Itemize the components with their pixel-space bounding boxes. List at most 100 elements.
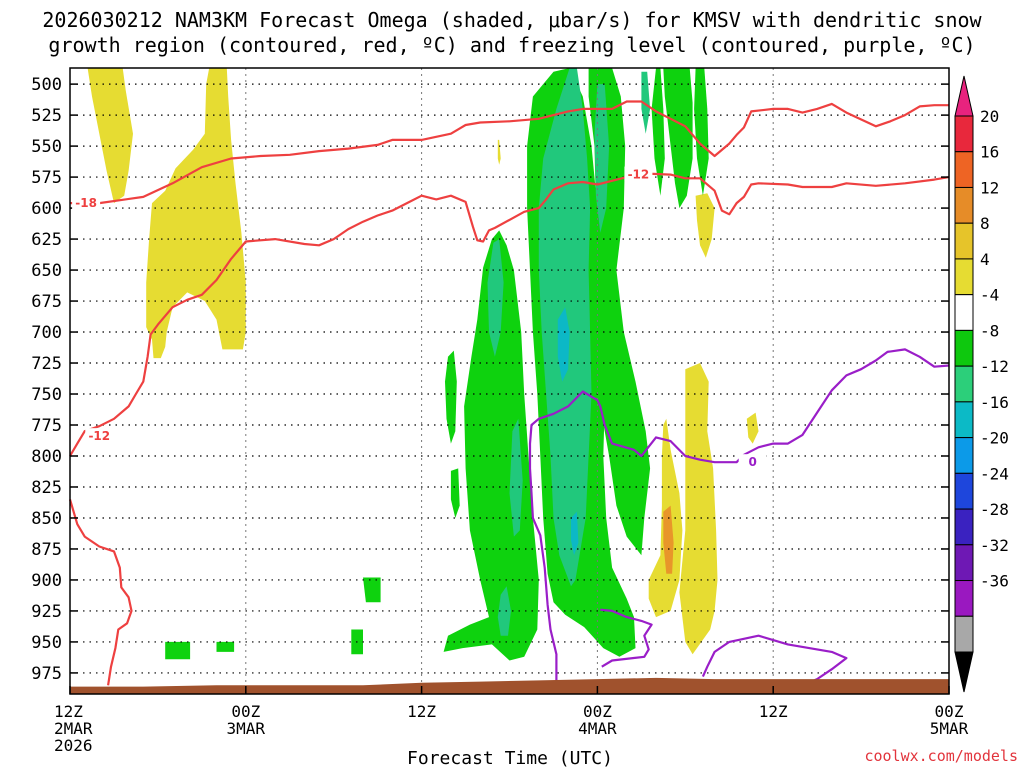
y-tick-label-800: 800 xyxy=(31,447,62,467)
contour-label-bg-1 xyxy=(85,428,114,443)
dendritic-low-level-contour xyxy=(68,499,133,686)
y-tick-label-825: 825 xyxy=(31,478,62,498)
omega-region-yellow xyxy=(746,412,759,444)
contour-lines xyxy=(68,100,950,694)
contour-labels: -18 -12 -12 0 xyxy=(72,166,767,469)
omega-region-teal xyxy=(509,418,523,537)
omega-region-green xyxy=(165,641,191,660)
omega-shading xyxy=(87,68,759,661)
y-tick-label-775: 775 xyxy=(31,416,62,436)
omega-region-green xyxy=(443,230,539,661)
colorbar-label-4: 4 xyxy=(980,250,990,269)
omega-region-green xyxy=(363,577,381,603)
omega-region-green xyxy=(216,641,235,652)
ground-terrain xyxy=(70,677,949,694)
x-tick-label-60-1: 00Z xyxy=(935,702,964,721)
contour-label-bg-2 xyxy=(624,166,653,181)
colorbar-label-6: -8 xyxy=(980,321,999,340)
colorbar-top-arrow xyxy=(954,75,974,117)
omega-region-green xyxy=(694,68,709,196)
omega-region-teal xyxy=(487,239,504,357)
omega-region-yellow xyxy=(695,193,715,258)
omega-region-green xyxy=(663,68,693,209)
y-tick-label-900: 900 xyxy=(31,571,62,591)
dendritic-lower-contour xyxy=(69,172,950,457)
colorbar-segment-0 xyxy=(954,115,974,153)
y-tick-label-525: 525 xyxy=(31,106,62,126)
contour-label-3: 0 xyxy=(749,455,757,469)
colorbar-label-12: -32 xyxy=(980,536,1009,555)
x-tick-label-12-1: 00Z xyxy=(231,702,260,721)
colorbar-segment-1 xyxy=(954,151,974,188)
omega-region-yellow xyxy=(679,363,718,655)
omega-region-green xyxy=(450,468,460,518)
omega-region-yellow xyxy=(87,68,133,204)
contour-label-bg-3 xyxy=(738,454,767,469)
omega-region-green xyxy=(445,350,457,444)
x-tick-label-0-2: 2MAR xyxy=(54,719,93,738)
colorbar-segment-11 xyxy=(954,508,974,546)
contour-label-1: -12 xyxy=(88,429,110,443)
x-tick-label-60-2: 5MAR xyxy=(930,719,969,738)
omega-region-yellow xyxy=(146,68,246,359)
x-tick-label-36-2: 4MAR xyxy=(578,719,617,738)
y-tick-label-700: 700 xyxy=(31,323,62,343)
dendritic-upper-contour xyxy=(70,100,949,205)
x-axis-label: Forecast Time (UTC) xyxy=(407,748,613,768)
y-tick-label-650: 650 xyxy=(31,261,62,281)
colorbar-label-13: -36 xyxy=(980,572,1009,591)
y-tick-label-975: 975 xyxy=(31,664,62,684)
colorbar-label-8: -16 xyxy=(980,393,1009,412)
colorbar-segment-3 xyxy=(954,222,974,260)
x-tick-label-0-3: 2026 xyxy=(54,736,93,755)
y-tick-label-850: 850 xyxy=(31,509,62,529)
x-tick-label-36-1: 00Z xyxy=(583,702,612,721)
colorbar-segment-14 xyxy=(954,615,974,653)
contour-label-0: -18 xyxy=(75,196,97,210)
plot-frame xyxy=(69,67,950,695)
ground-surface xyxy=(70,677,949,694)
contour-label-2: -12 xyxy=(628,168,650,182)
colorbar-segment-9 xyxy=(954,437,974,474)
omega-region-blue xyxy=(571,511,579,556)
colorbar-label-3: 8 xyxy=(980,214,990,233)
y-tick-label-750: 750 xyxy=(31,385,62,405)
y-tick-label-625: 625 xyxy=(31,230,62,250)
y-tick-label-600: 600 xyxy=(31,199,62,219)
colorbar-segment-8 xyxy=(954,401,974,439)
y-tick-label-875: 875 xyxy=(31,540,62,560)
colorbar-label-0: 20 xyxy=(980,107,999,126)
y-tick-label-550: 550 xyxy=(31,137,62,157)
omega-region-green xyxy=(651,68,665,196)
y-tick-label-575: 575 xyxy=(31,168,62,188)
chart-title-line1: 2026030212 NAM3KM Forecast Omega (shaded… xyxy=(42,8,982,32)
omega-region-orange xyxy=(663,505,674,574)
omega-region-teal xyxy=(641,71,651,134)
freezing-level-contour xyxy=(528,348,950,694)
omega-region-teal xyxy=(497,586,511,636)
omega-region-blue xyxy=(557,307,570,382)
colorbar-label-2: 12 xyxy=(980,178,999,197)
y-tick-label-500: 500 xyxy=(31,75,62,95)
colorbar-label-5: -4 xyxy=(980,286,999,305)
contour-label-bg-0 xyxy=(72,195,101,210)
grid-lines xyxy=(70,68,949,694)
x-tick-label-0-1: 12Z xyxy=(54,702,83,721)
colorbar-segment-7 xyxy=(954,365,974,403)
colorbar-segment-6 xyxy=(954,329,974,367)
freezing-level-contour-b xyxy=(600,608,653,668)
colorbar-label-7: -12 xyxy=(980,357,1009,376)
colorbar-segment-10 xyxy=(954,472,974,510)
colorbar-segment-13 xyxy=(954,580,974,617)
y-tick-label-675: 675 xyxy=(31,292,62,312)
colorbar-label-11: -28 xyxy=(980,500,1009,519)
site-credit: coolwx.com/models xyxy=(864,747,1018,765)
colorbar-segment-12 xyxy=(954,544,974,582)
y-tick-label-950: 950 xyxy=(31,633,62,653)
colorbar-label-9: -20 xyxy=(980,429,1009,448)
x-tick-label-24-1: 12Z xyxy=(407,702,436,721)
x-tick-label-12-2: 3MAR xyxy=(227,719,266,738)
x-tick-label-48-1: 12Z xyxy=(759,702,788,721)
